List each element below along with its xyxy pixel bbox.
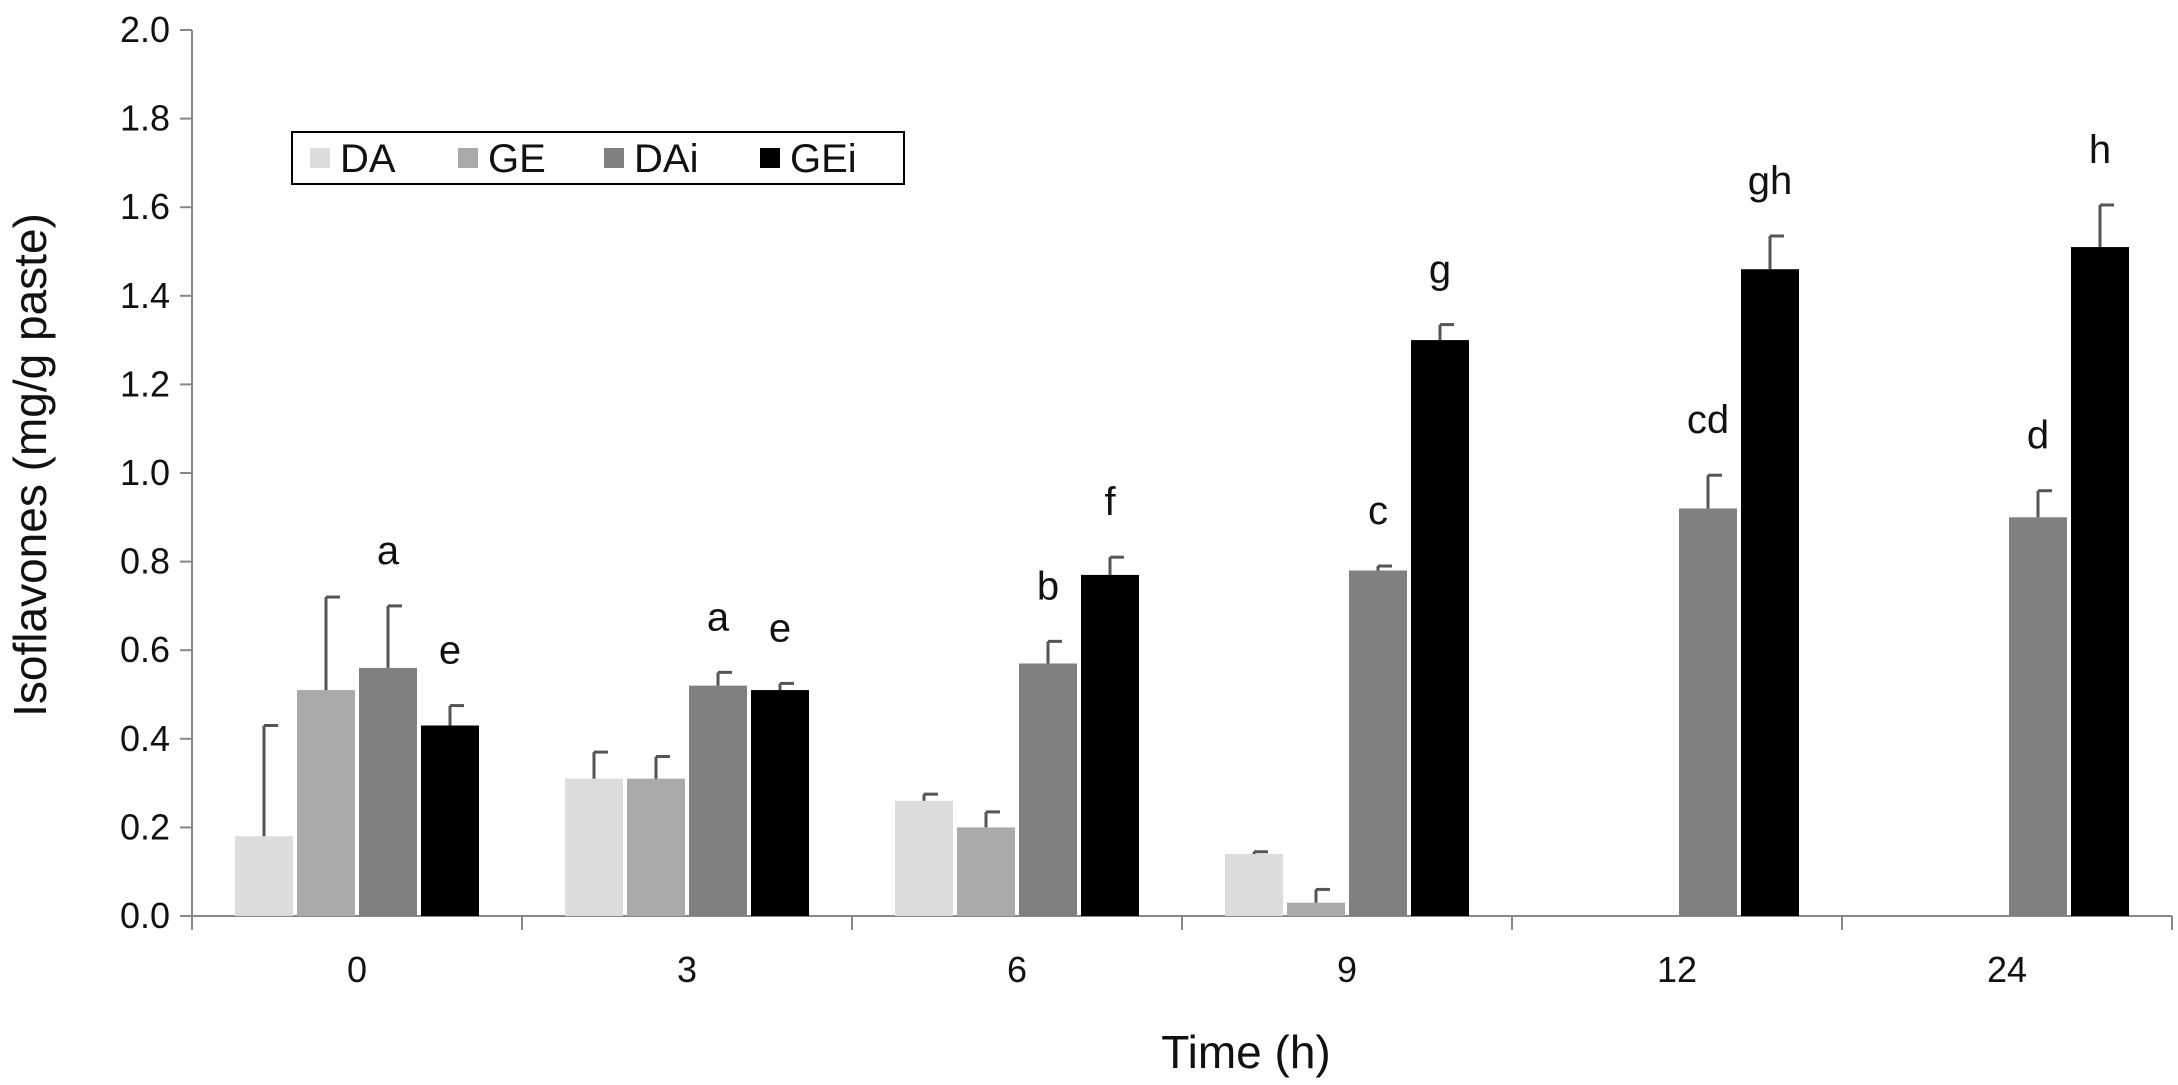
y-tick-label: 0.2 [120, 806, 170, 847]
x-axis-title: Time (h) [1161, 1026, 1331, 1078]
bar [359, 667, 417, 916]
legend-swatch [310, 148, 330, 168]
significance-label: h [2089, 128, 2111, 172]
x-tick-label: 6 [1007, 949, 1027, 990]
bar [751, 690, 809, 916]
y-tick-label: 0.6 [120, 629, 170, 670]
x-tick-label: 9 [1337, 949, 1357, 990]
bar [297, 690, 355, 916]
y-tick-label: 1.6 [120, 186, 170, 227]
bar [895, 800, 953, 916]
bar [1225, 853, 1283, 916]
legend-box [291, 131, 905, 185]
significance-label: b [1037, 564, 1059, 608]
bar [957, 827, 1015, 916]
significance-label: a [377, 529, 400, 573]
bar [1741, 269, 1799, 917]
legend-label: GE [488, 137, 546, 181]
x-tick-label: 0 [347, 949, 367, 990]
bar [421, 725, 479, 916]
y-axis-title: Isoflavones (mg/g paste) [4, 213, 56, 717]
y-tick-label: 1.8 [120, 98, 170, 139]
y-tick-label: 0.8 [120, 541, 170, 582]
bar [565, 778, 623, 916]
bar [1081, 574, 1139, 916]
significance-label: e [769, 606, 791, 650]
significance-label: d [2027, 414, 2049, 458]
significance-label: c [1368, 489, 1388, 533]
bar [2071, 247, 2129, 916]
bar [689, 685, 747, 916]
legend-label: DAi [634, 137, 698, 181]
bar [627, 778, 685, 916]
significance-label: cd [1687, 398, 1729, 442]
significance-label: a [707, 595, 730, 639]
y-tick-label: 1.2 [120, 363, 170, 404]
significance-label: e [439, 629, 461, 673]
x-tick-label: 24 [1987, 949, 2027, 990]
legend: DA GE DAi GEi [291, 131, 905, 185]
bar [1019, 663, 1077, 916]
significance-label: g [1429, 248, 1451, 292]
axes-layer: 0.0 0.2 0.4 0.6 0.8 1.0 1.2 1.4 1.6 1.8 2.0 0 3 6 9 12 2… [120, 9, 2173, 990]
y-tick-label: 0.4 [120, 718, 170, 759]
y-tick-label: 0.0 [120, 895, 170, 936]
x-tick-label: 12 [1657, 949, 1697, 990]
bars-layer [235, 203, 2129, 917]
legend-label: GEi [790, 137, 857, 181]
bar [1349, 570, 1407, 916]
bar [1287, 902, 1345, 916]
bar [2009, 517, 2067, 916]
y-tick-label: 1.4 [120, 275, 170, 316]
bar [1679, 508, 1737, 916]
x-tick-label: 3 [677, 949, 697, 990]
y-tick-label: 1.0 [120, 452, 170, 493]
legend-swatch [760, 148, 780, 168]
bar [235, 836, 293, 916]
y-tick-label: 2.0 [120, 9, 170, 50]
legend-swatch [604, 148, 624, 168]
legend-swatch [458, 148, 478, 168]
significance-label: f [1104, 480, 1116, 524]
legend-label: DA [340, 137, 396, 181]
significance-label: gh [1748, 159, 1793, 203]
bar [1411, 340, 1469, 917]
